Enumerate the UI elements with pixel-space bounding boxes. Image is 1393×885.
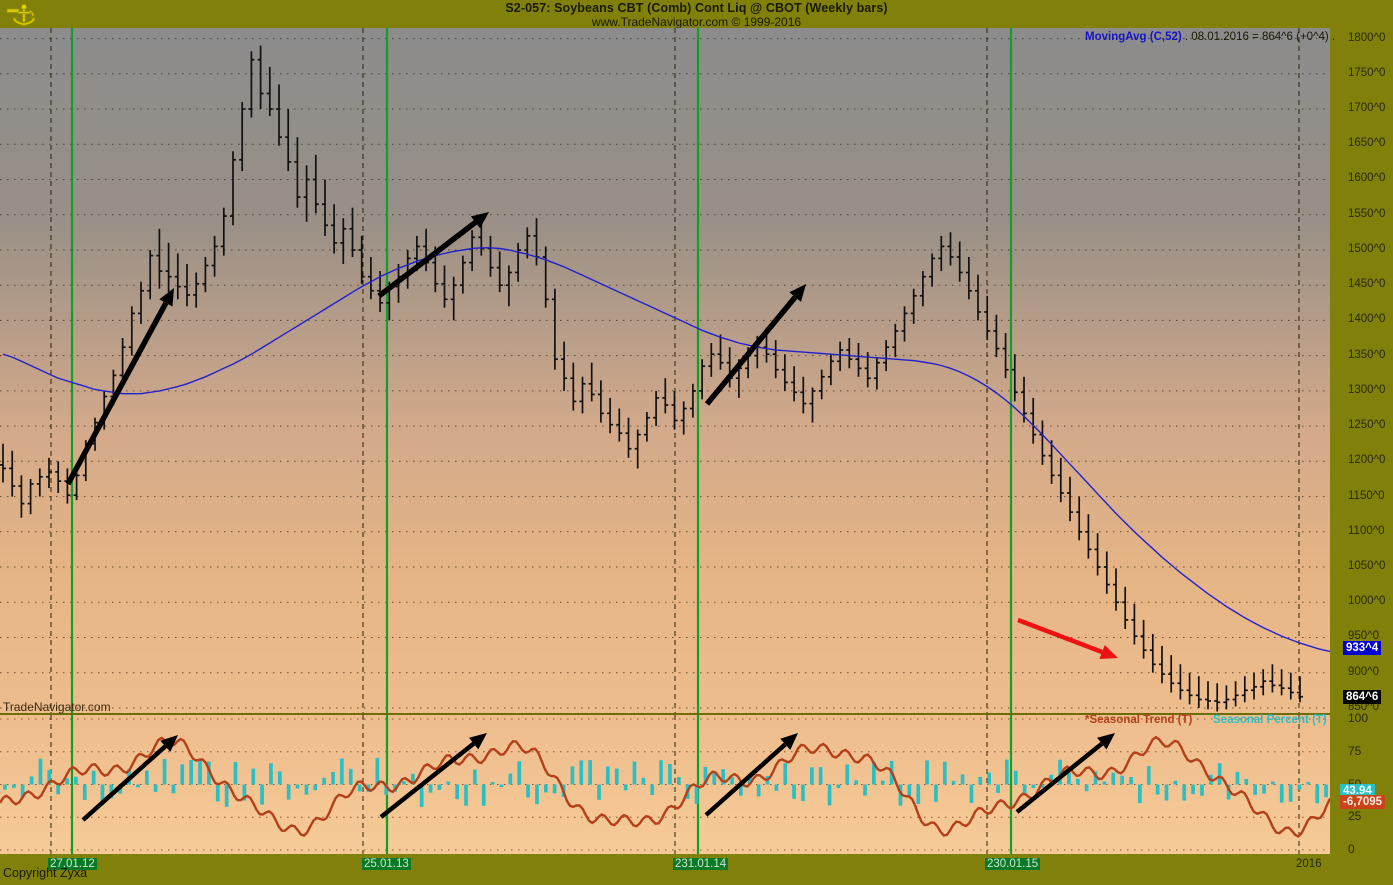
- chart-header: S2-057: Soybeans CBT (Comb) Cont Liq @ C…: [0, 0, 1393, 29]
- date-axis-label[interactable]: 2016: [1296, 858, 1322, 870]
- seasonal-pane[interactable]: [0, 715, 1330, 854]
- price-axis-label: 1650^0: [1348, 137, 1386, 150]
- price-chart-canvas: [0, 28, 1330, 715]
- seasonal-marker-badge[interactable]: -6,7095: [1340, 794, 1386, 809]
- price-axis-label: 1200^0: [1348, 454, 1386, 467]
- seasonal-axis-label: 0: [1348, 842, 1355, 856]
- price-axis-label: 1600^0: [1348, 172, 1386, 185]
- price-axis-label: 1050^0: [1348, 560, 1386, 573]
- price-axis-label: 1400^0: [1348, 313, 1386, 326]
- price-axis-label: 1250^0: [1348, 419, 1386, 432]
- date-axis-label[interactable]: 230.01.15: [985, 858, 1041, 870]
- price-axis-label: 1350^0: [1348, 348, 1386, 361]
- price-axis-label: 1100^0: [1348, 524, 1385, 537]
- price-axis-label: 1000^0: [1348, 595, 1386, 608]
- price-axis-label: 1450^0: [1348, 278, 1386, 291]
- price-axis-label: 1550^0: [1348, 207, 1386, 220]
- anchor-logo-icon: [6, 4, 36, 26]
- header-subtitle: www.TradeNavigator.com © 1999-2016: [591, 15, 802, 29]
- price-axis-label: 1150^0: [1348, 489, 1385, 502]
- watermark: TradeNavigator.com: [3, 700, 111, 714]
- price-marker-badge[interactable]: 864^6: [1343, 689, 1382, 704]
- price-axis[interactable]: 1800^0 1750^0 1700^0 1650^0 1600^0 1550^0 1500…: [1330, 28, 1393, 856]
- price-axis-label: 950^0: [1348, 630, 1379, 643]
- page-title: S2-057: Soybeans CBT (Comb) Cont Liq @ C…: [505, 1, 888, 15]
- date-axis[interactable]: 27.01.12 25.01.13 231.01.14 230.01.15 2016: [0, 854, 1393, 885]
- seasonal-chart-canvas: [0, 715, 1330, 854]
- moving-average-readout[interactable]: MovingAvg (C,52) . 08.01.2016 = 864^6 (+…: [1085, 31, 1335, 43]
- date-axis-label[interactable]: 27.01.12: [48, 858, 97, 870]
- price-marker-badge[interactable]: 933^4: [1343, 641, 1382, 656]
- seasonal-legend-item[interactable]: *Seasonal Trend (T): [1085, 714, 1193, 726]
- price-axis-label: 1700^0: [1348, 102, 1386, 115]
- price-axis-label: 1750^0: [1348, 66, 1386, 79]
- indicator-name: MovingAvg (C,52): [1085, 31, 1182, 43]
- price-axis-label: 850^0: [1348, 700, 1379, 713]
- seasonal-axis-label: 25: [1348, 809, 1362, 824]
- seasonal-axis-label: 100: [1348, 711, 1369, 725]
- price-axis-label: 1300^0: [1348, 383, 1386, 396]
- copyright-text: Copyright Zyxa: [3, 866, 88, 880]
- indicator-value: . 08.01.2016 = 864^6 (+0^4) .: [1184, 31, 1336, 43]
- price-axis-label: 1800^0: [1348, 31, 1386, 44]
- seasonal-legend-item[interactable]: Seasonal Percent (T): [1213, 714, 1327, 726]
- seasonal-axis-label: 75: [1348, 743, 1362, 758]
- price-axis-label: 900^0: [1348, 665, 1379, 678]
- pane-divider: [0, 713, 1330, 715]
- date-axis-label[interactable]: 25.01.13: [362, 858, 411, 870]
- price-pane[interactable]: [0, 28, 1330, 715]
- price-axis-label: 1500^0: [1348, 242, 1386, 255]
- date-axis-label[interactable]: 231.01.14: [673, 858, 729, 870]
